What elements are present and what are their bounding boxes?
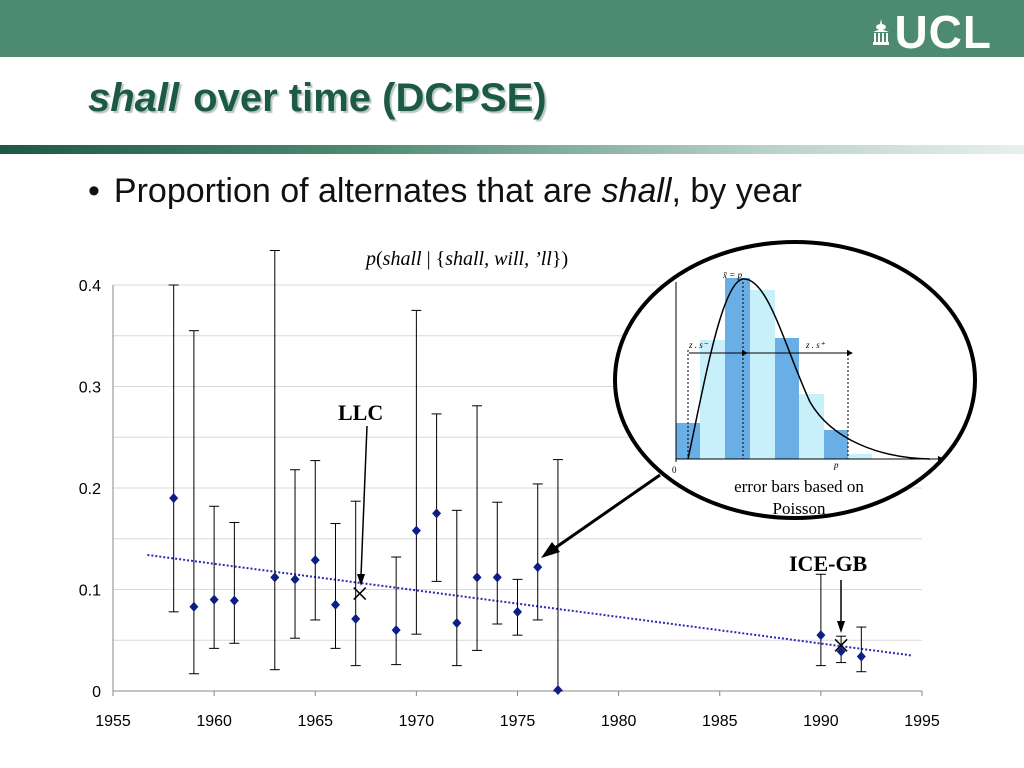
inset-mean-label: x̄ = p: [722, 270, 743, 280]
data-point: [472, 572, 482, 583]
data-point: [351, 613, 361, 624]
icegb-pointer-head: [837, 621, 845, 633]
corpus-marker: [834, 638, 848, 652]
inset-caption-2: Poisson: [773, 499, 826, 518]
inset-bar: [676, 423, 700, 459]
slide-title: shall over time (DCPSE): [88, 76, 547, 121]
y-tick-label: 0: [92, 684, 101, 701]
corpus-marker: [353, 587, 367, 601]
data-point: [270, 572, 280, 583]
data-point: [492, 572, 502, 583]
inset-right-arrowhead: [847, 350, 853, 356]
ucl-logo: UCL: [872, 6, 992, 58]
bullet-dot: •: [88, 172, 100, 210]
y-tick-label: 0.3: [79, 380, 101, 397]
x-tick-label: 1980: [601, 713, 637, 730]
formula-open: (: [376, 248, 383, 270]
inset-curve: [687, 278, 931, 460]
shall-chart: 0 0.1 0.2 0.3 0.4 1955 1960 1965 1970 1975 1980 198…: [79, 240, 977, 730]
x-tick-label: 1970: [399, 713, 435, 730]
data-point: [816, 630, 826, 641]
data-point: [513, 606, 522, 617]
llc-pointer-head: [357, 574, 365, 586]
data-point: [452, 617, 462, 628]
inset-bar: [725, 278, 750, 459]
title-rest: over time (DCPSE): [193, 76, 547, 120]
bullet-point: • Proportion of alternates that are shall…: [88, 172, 802, 211]
bullet-text-after: , by year: [671, 172, 802, 210]
llc-label: LLC: [338, 400, 383, 425]
data-point: [229, 595, 239, 606]
x-tick-label: 1965: [297, 713, 333, 730]
inset-left-label: z . s⁻: [688, 340, 709, 350]
poisson-inset: x̄ = p z . s⁻ z . s⁺ 0 p error bars base…: [613, 240, 977, 520]
header-bar: UCL: [0, 0, 1024, 58]
y-tick-label: 0.2: [79, 481, 101, 498]
inset-zero-label: 0: [672, 465, 677, 475]
data-point: [411, 525, 421, 536]
formula-label: p(shall | {shall, will, ’ll}): [364, 248, 568, 270]
title-rule: [0, 145, 1024, 154]
error-bars: [168, 249, 867, 692]
inset-arrowhead: [938, 456, 945, 462]
formula-set: shall, will, ’ll: [445, 248, 552, 270]
y-tick-label: 0.4: [79, 278, 101, 295]
corpus-markers: [353, 587, 848, 652]
inset-pointer: [554, 473, 661, 550]
data-points: [169, 493, 866, 695]
data-point: [310, 555, 320, 566]
inset-bar: [824, 430, 848, 459]
data-point: [189, 601, 199, 612]
data-point: [533, 562, 543, 573]
bullet-text-before: Proportion of alternates that are: [113, 172, 602, 210]
icegb-label: ICE-GB: [789, 551, 868, 576]
formula-bar: | {: [422, 248, 446, 270]
inset-bar: [750, 290, 775, 459]
x-tick-label: 1960: [196, 713, 232, 730]
portico-icon: [873, 19, 890, 45]
formula-p: p: [364, 248, 376, 270]
title-em: shall: [88, 76, 180, 120]
inset-caption-1: error bars based on: [734, 477, 864, 496]
x-tick-label: 1985: [702, 713, 738, 730]
data-point: [391, 625, 401, 636]
tick-labels: 0 0.1 0.2 0.3 0.4 1955 1960 1965 1970 1975 1980 198…: [79, 278, 940, 730]
data-point: [209, 594, 219, 605]
data-point: [553, 684, 563, 695]
inset-bar: [700, 340, 725, 459]
formula-close: }): [552, 248, 568, 270]
bullet-text-em: shall: [601, 172, 672, 210]
inset-right-label: z . s⁺: [805, 340, 826, 350]
inset-pointer-head: [541, 542, 560, 558]
data-point: [432, 508, 442, 519]
data-point: [836, 646, 846, 657]
logo-text: UCL: [894, 6, 992, 58]
inset-bar: [775, 338, 799, 459]
data-point: [856, 651, 866, 662]
data-point: [330, 599, 340, 610]
llc-pointer: [360, 425, 368, 577]
y-tick-label: 0.1: [79, 583, 101, 600]
x-tick-label: 1955: [95, 713, 131, 730]
inset-p-label: p: [833, 460, 839, 470]
data-point: [169, 493, 179, 504]
data-point: [290, 574, 300, 585]
x-tick-label: 1995: [904, 713, 940, 730]
inset-bar: [848, 454, 872, 459]
formula-shall: shall: [383, 248, 422, 270]
x-tick-label: 1975: [500, 713, 536, 730]
x-tick-label: 1990: [803, 713, 839, 730]
